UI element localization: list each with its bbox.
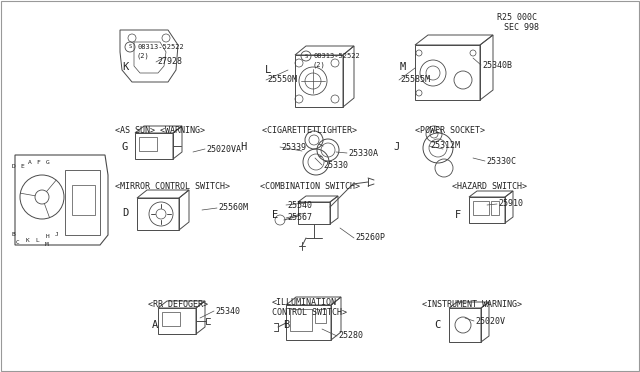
Text: 25340: 25340	[215, 307, 240, 315]
Text: CONTROL SWITCH>: CONTROL SWITCH>	[272, 308, 347, 317]
Text: G: G	[122, 142, 128, 152]
Text: 25280: 25280	[338, 331, 363, 340]
Text: 25020VA: 25020VA	[206, 144, 241, 154]
Text: R25 000C: R25 000C	[497, 13, 537, 22]
Text: B: B	[283, 320, 289, 330]
Text: F: F	[455, 210, 461, 220]
Text: M: M	[400, 62, 406, 72]
Text: E: E	[272, 210, 278, 220]
Text: K: K	[26, 237, 30, 243]
Text: 25560M: 25560M	[218, 203, 248, 212]
Text: (2): (2)	[137, 53, 150, 59]
Text: C: C	[434, 320, 440, 330]
Text: B: B	[11, 232, 15, 237]
Text: SEC 998: SEC 998	[504, 23, 539, 32]
Text: A: A	[152, 320, 158, 330]
Text: C: C	[15, 240, 19, 244]
Text: H: H	[240, 142, 246, 152]
Text: D: D	[122, 208, 128, 218]
Text: <COMBINATION SWITCH>: <COMBINATION SWITCH>	[260, 182, 360, 191]
Text: <POWER SOCKET>: <POWER SOCKET>	[415, 126, 485, 135]
Text: <INSTRUMENT WARNING>: <INSTRUMENT WARNING>	[422, 300, 522, 309]
Text: 25567: 25567	[287, 214, 312, 222]
Text: K: K	[122, 62, 128, 72]
Text: 08313-52522: 08313-52522	[137, 44, 184, 50]
Text: L: L	[265, 65, 271, 75]
Text: <AS SUN> <WARNING>: <AS SUN> <WARNING>	[115, 126, 205, 135]
Text: <ILLUMINATION: <ILLUMINATION	[272, 298, 337, 307]
Text: 25330C: 25330C	[486, 157, 516, 166]
Text: 25540: 25540	[287, 201, 312, 209]
Text: G: G	[46, 160, 50, 166]
Text: <CIGARETTE LIGHTER>: <CIGARETTE LIGHTER>	[262, 126, 357, 135]
Text: J: J	[393, 142, 399, 152]
Text: <RR DEFOGER>: <RR DEFOGER>	[148, 300, 208, 309]
Text: D: D	[12, 164, 16, 170]
Text: 25339: 25339	[281, 142, 306, 151]
Text: S: S	[305, 54, 308, 58]
Text: 27928: 27928	[157, 58, 182, 67]
Text: 25340B: 25340B	[482, 61, 512, 70]
Text: F: F	[36, 160, 40, 166]
Text: 25330: 25330	[323, 160, 348, 170]
Text: M: M	[45, 243, 49, 247]
Text: (2): (2)	[313, 62, 326, 68]
Text: 25330A: 25330A	[348, 148, 378, 157]
Text: 25020V: 25020V	[475, 317, 505, 326]
Text: <MIRROR CONTROL SWITCH>: <MIRROR CONTROL SWITCH>	[115, 182, 230, 191]
Text: J: J	[55, 232, 59, 237]
Text: S: S	[129, 45, 132, 49]
Text: 25910: 25910	[498, 199, 523, 208]
Text: L: L	[35, 237, 39, 243]
Text: 25585M: 25585M	[400, 76, 430, 84]
Text: A: A	[28, 160, 32, 166]
Text: <HAZARD SWITCH>: <HAZARD SWITCH>	[452, 182, 527, 191]
Text: 25550M: 25550M	[267, 76, 297, 84]
Text: 25312M: 25312M	[430, 141, 460, 151]
Text: 25260P: 25260P	[355, 234, 385, 243]
Text: H: H	[45, 234, 49, 238]
Text: E: E	[20, 164, 24, 170]
Text: 08313-52522: 08313-52522	[313, 53, 360, 59]
